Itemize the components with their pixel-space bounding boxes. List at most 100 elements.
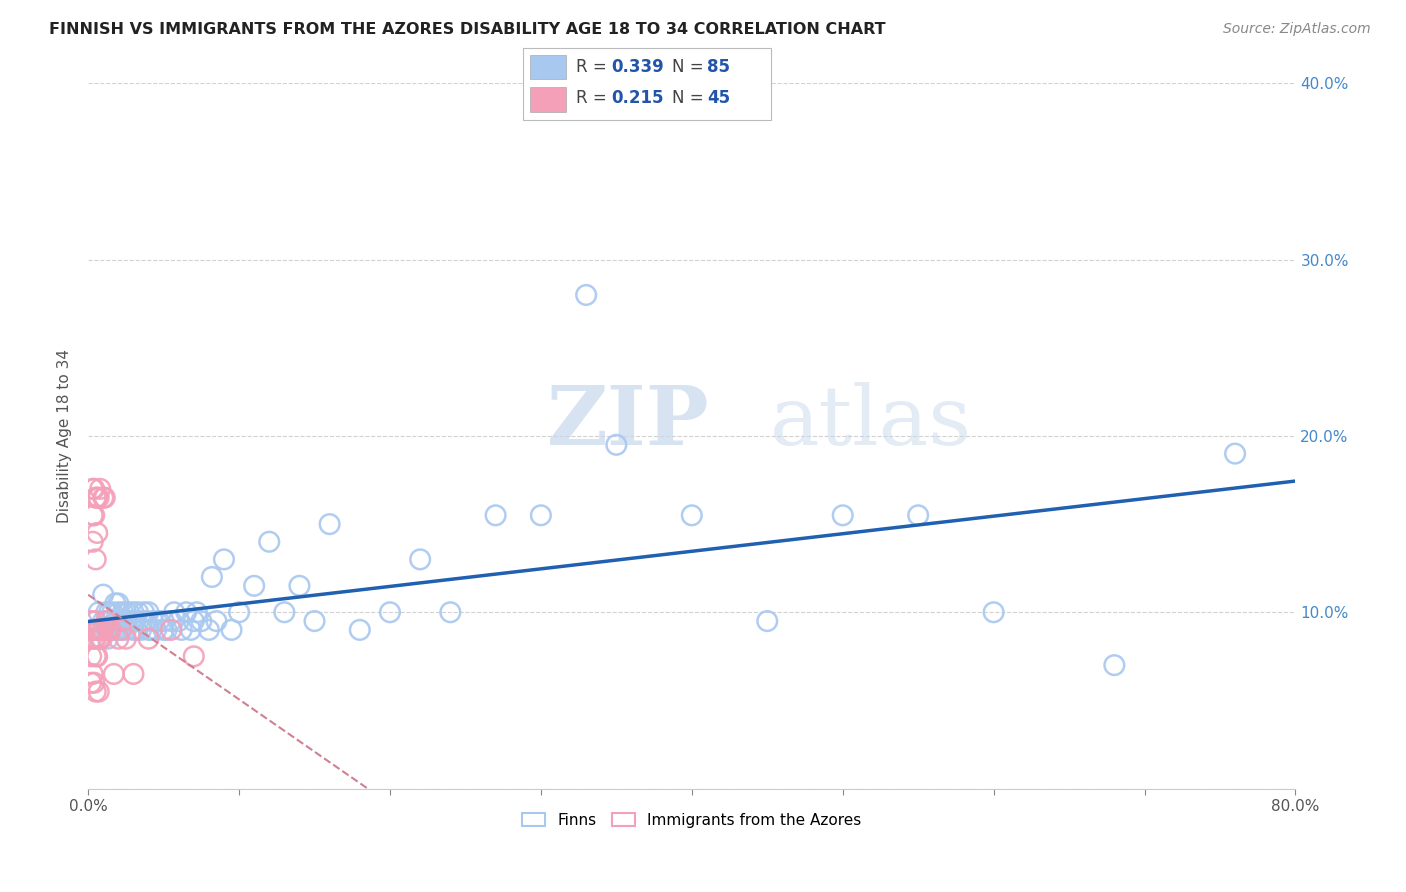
Point <box>84 614 107 628</box>
Point <box>138 632 160 646</box>
Point <box>100 623 122 637</box>
Point <box>108 623 131 637</box>
Point <box>122 614 145 628</box>
Point <box>127 605 149 619</box>
Text: 45: 45 <box>707 89 731 107</box>
Point <box>1223 447 1246 461</box>
Text: R =: R = <box>576 58 612 76</box>
Text: 0.339: 0.339 <box>612 58 664 76</box>
Point <box>84 623 107 637</box>
Point <box>122 667 145 681</box>
Point <box>86 525 108 540</box>
Point <box>80 649 103 664</box>
FancyBboxPatch shape <box>530 54 565 79</box>
Point <box>409 552 432 566</box>
Point <box>983 605 1005 619</box>
Point <box>198 623 221 637</box>
Point <box>228 605 250 619</box>
Point <box>831 508 853 523</box>
Point <box>349 623 371 637</box>
Point <box>83 632 105 646</box>
Point <box>82 482 104 496</box>
Point <box>83 675 105 690</box>
Point <box>104 597 127 611</box>
Point <box>84 552 107 566</box>
Point <box>156 623 179 637</box>
Point <box>100 623 122 637</box>
Point <box>907 508 929 523</box>
Point <box>83 482 105 496</box>
Point <box>98 605 121 619</box>
Point <box>605 438 627 452</box>
Point <box>89 632 111 646</box>
Point <box>1104 658 1126 673</box>
Point <box>183 649 205 664</box>
Point <box>87 491 110 505</box>
Point <box>681 508 703 523</box>
Point <box>107 623 129 637</box>
Text: 0.215: 0.215 <box>612 89 664 107</box>
FancyBboxPatch shape <box>530 87 565 112</box>
Point <box>100 614 122 628</box>
Point <box>132 605 155 619</box>
Point <box>86 491 108 505</box>
Point <box>115 605 138 619</box>
Point <box>89 482 111 496</box>
Point <box>82 534 104 549</box>
Point <box>87 605 110 619</box>
Point <box>104 614 127 628</box>
Point <box>183 614 205 628</box>
Point <box>212 552 235 566</box>
Text: ZIP: ZIP <box>547 382 710 462</box>
Point <box>94 491 117 505</box>
Point <box>97 632 120 646</box>
Point <box>122 605 145 619</box>
Point <box>103 667 125 681</box>
Point <box>112 614 135 628</box>
Point <box>117 614 139 628</box>
Text: N =: N = <box>672 58 709 76</box>
Text: FINNISH VS IMMIGRANTS FROM THE AZORES DISABILITY AGE 18 TO 34 CORRELATION CHART: FINNISH VS IMMIGRANTS FROM THE AZORES DI… <box>49 22 886 37</box>
Text: 85: 85 <box>707 58 731 76</box>
Point <box>152 623 174 637</box>
Point <box>142 614 165 628</box>
Point <box>575 288 598 302</box>
Point <box>87 684 110 698</box>
Point <box>125 623 148 637</box>
Point <box>80 632 103 646</box>
Point <box>756 614 779 628</box>
Point <box>105 623 128 637</box>
Point <box>91 491 114 505</box>
Point <box>138 605 160 619</box>
Point <box>318 517 340 532</box>
Point <box>80 675 103 690</box>
Point <box>152 614 174 628</box>
Point <box>138 623 160 637</box>
Point <box>141 623 163 637</box>
Point <box>145 623 167 637</box>
Point <box>90 632 112 646</box>
Point <box>167 614 190 628</box>
Point <box>378 605 401 619</box>
Point <box>115 623 138 637</box>
Point <box>96 605 118 619</box>
Point <box>83 623 105 637</box>
Point <box>174 605 197 619</box>
Point <box>134 614 156 628</box>
Point <box>107 605 129 619</box>
Point <box>111 605 134 619</box>
Point <box>180 623 202 637</box>
Point <box>84 684 107 698</box>
Point <box>87 632 110 646</box>
Point <box>257 534 280 549</box>
Point <box>160 623 183 637</box>
Point <box>86 649 108 664</box>
Point <box>84 649 107 664</box>
Point <box>273 605 295 619</box>
Point <box>122 623 145 637</box>
Point <box>89 623 111 637</box>
Point <box>97 614 120 628</box>
Point <box>91 623 114 637</box>
Text: N =: N = <box>672 89 709 107</box>
Point <box>118 605 141 619</box>
